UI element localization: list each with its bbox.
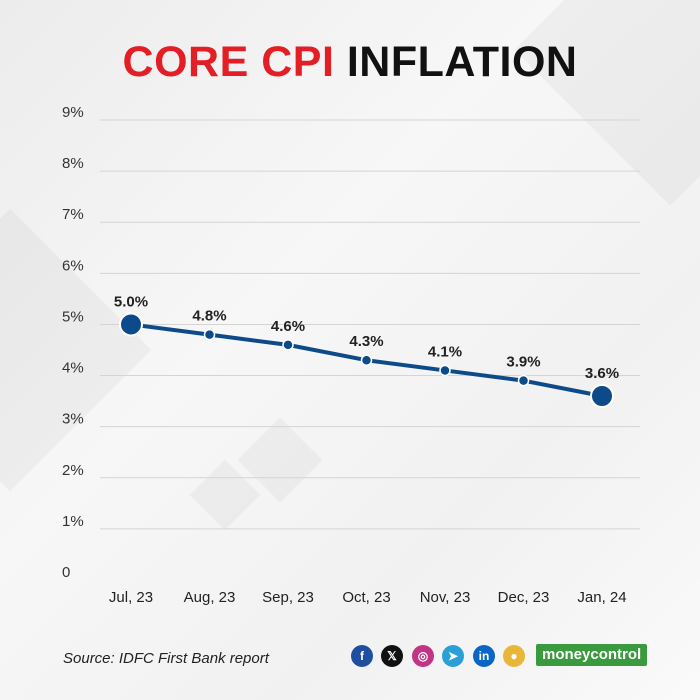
y-tick-label: 6% xyxy=(62,257,84,274)
y-tick-label: 7% xyxy=(62,206,84,223)
data-point xyxy=(203,328,216,341)
telegram-icon[interactable]: ➤ xyxy=(442,645,464,667)
data-label: 4.8% xyxy=(192,308,226,325)
moneycontrol-app-icon[interactable]: ● xyxy=(503,645,525,667)
x-tick-label: Nov, 23 xyxy=(420,589,471,606)
x-tick-label: Sep, 23 xyxy=(262,589,314,606)
data-label: 4.3% xyxy=(349,333,383,350)
y-tick-label: 8% xyxy=(62,155,84,172)
x-tick-label: Dec, 23 xyxy=(498,589,550,606)
linkedin-icon[interactable]: in xyxy=(473,645,495,667)
y-tick-label: 3% xyxy=(62,411,84,428)
y-tick-label: 2% xyxy=(62,462,84,479)
source-note: Source: IDFC First Bank report xyxy=(63,650,269,667)
y-tick-label: 0 xyxy=(62,564,70,581)
data-point xyxy=(282,339,294,351)
data-label: 5.0% xyxy=(114,293,148,310)
y-tick-label: 4% xyxy=(62,360,84,377)
x-icon[interactable]: 𝕏 xyxy=(381,645,403,667)
series-core-cpi xyxy=(119,312,614,408)
brand-logo[interactable]: moneycontrol xyxy=(536,644,648,666)
data-point xyxy=(517,374,530,387)
data-point xyxy=(360,354,373,366)
y-tick-label: 9% xyxy=(62,104,84,121)
data-label: 3.9% xyxy=(506,354,540,371)
x-tick-label: Oct, 23 xyxy=(342,589,390,606)
y-axis-ticks: 0 1% 2% 3% 4% 5% 6% 7% 8% 9% xyxy=(62,104,84,581)
title-accent: CORE CPI xyxy=(122,38,335,86)
x-tick-label: Jan, 24 xyxy=(577,589,626,606)
data-label: 4.6% xyxy=(271,318,305,335)
data-point xyxy=(590,384,614,408)
y-tick-label: 1% xyxy=(62,513,84,530)
gridlines xyxy=(100,119,640,530)
title-main: INFLATION xyxy=(346,38,578,86)
chart-title: CORE CPI INFLATION xyxy=(0,38,700,87)
data-point xyxy=(119,312,143,337)
data-label: 4.1% xyxy=(428,343,462,360)
data-labels: 5.0% 4.8% 4.6% 4.3% 4.1% 3.9% 3.6% xyxy=(114,293,619,382)
y-tick-label: 5% xyxy=(62,308,84,325)
data-label: 3.6% xyxy=(585,365,619,382)
x-axis-ticks: Jul, 23 Aug, 23 Sep, 23 Oct, 23 Nov, 23 Dec, … xyxy=(109,589,627,606)
facebook-icon[interactable]: f xyxy=(351,645,373,667)
data-point xyxy=(439,364,451,377)
x-tick-label: Jul, 23 xyxy=(109,589,153,606)
instagram-icon[interactable]: ◎ xyxy=(412,645,434,667)
x-tick-label: Aug, 23 xyxy=(184,589,236,606)
